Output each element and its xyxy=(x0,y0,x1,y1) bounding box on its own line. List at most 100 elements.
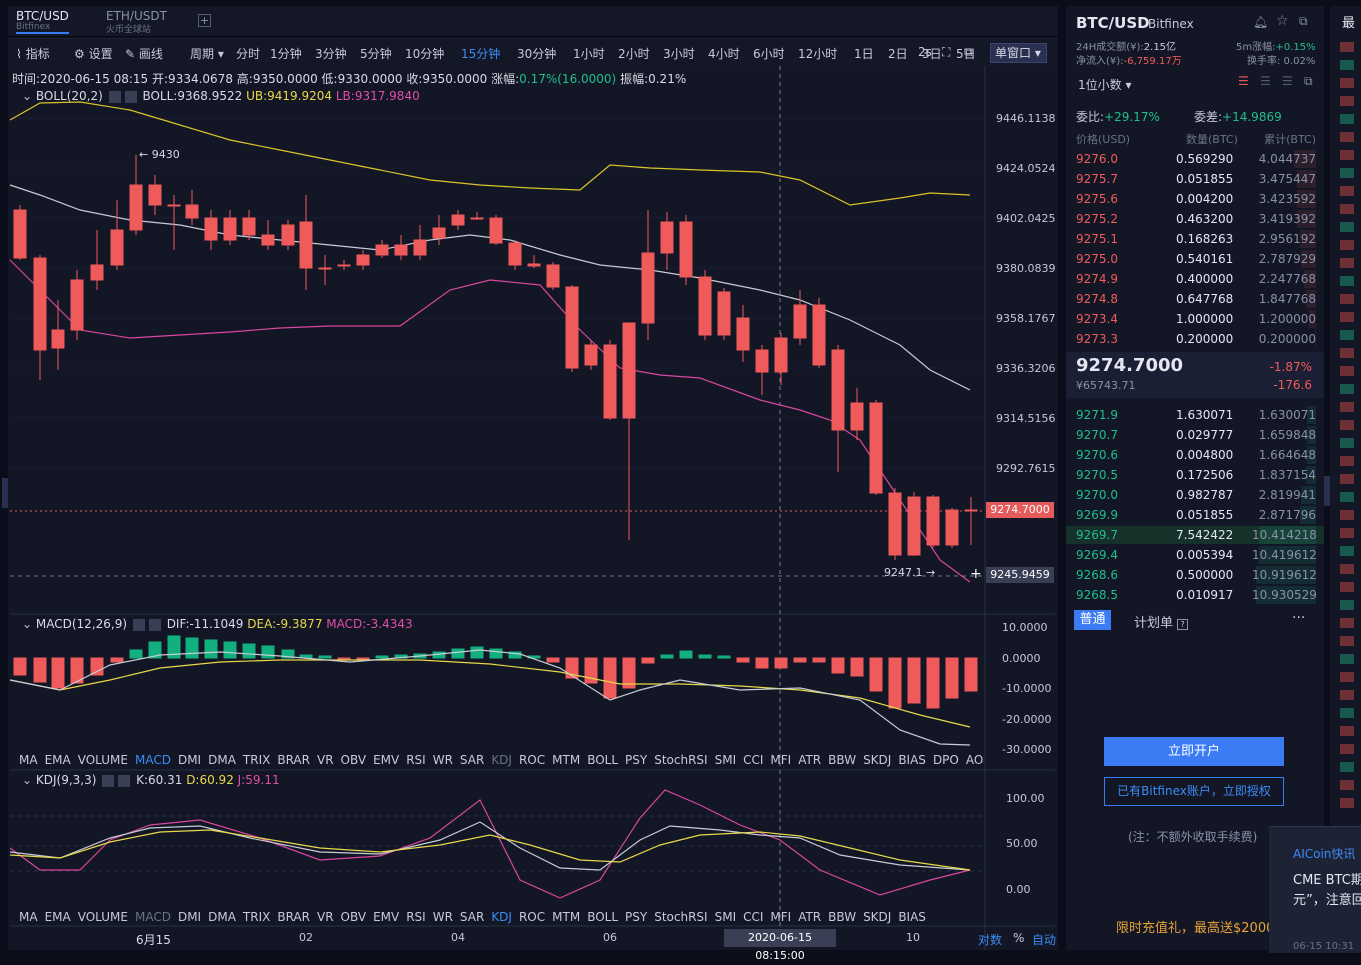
timeframe-12[interactable]: 12小时 xyxy=(798,47,838,61)
timeframe-5[interactable]: 15分钟 xyxy=(461,47,501,61)
auto-scale-toggle[interactable]: 自动 xyxy=(1032,933,1057,947)
indicator-stochrsi[interactable]: StochRSI xyxy=(654,910,708,924)
ask-row[interactable]: 9274.9 0.400000 2.247768 xyxy=(1066,270,1324,288)
indicator-dmi[interactable]: DMI xyxy=(177,910,202,924)
indicator-sar[interactable]: SAR xyxy=(459,910,485,924)
expand-icon[interactable]: ⧉ xyxy=(1304,74,1313,88)
ask-row[interactable]: 9275.6 0.004200 3.423592 xyxy=(1066,190,1324,208)
close-icon[interactable] xyxy=(124,90,137,103)
indicator-trix[interactable]: TRIX xyxy=(242,910,271,924)
indicator-smi[interactable]: SMI xyxy=(714,910,737,924)
ask-row[interactable]: 9273.3 0.200000 0.200000 xyxy=(1066,330,1324,348)
indicator-bias[interactable]: BIAS xyxy=(898,910,926,924)
indicator-emv[interactable]: EMV xyxy=(373,910,400,924)
indicator-kdj[interactable]: KDJ xyxy=(491,753,512,767)
indicator-atr[interactable]: ATR xyxy=(798,753,822,767)
indicator-obv[interactable]: OBV xyxy=(340,753,367,767)
indicator-dpo[interactable]: DPO xyxy=(932,753,959,767)
indicator-bias[interactable]: BIAS xyxy=(898,753,926,767)
close-icon[interactable] xyxy=(148,618,161,631)
collapse-icon[interactable]: ⌄ xyxy=(22,773,33,787)
ask-row[interactable]: 9275.2 0.463200 3.419392 xyxy=(1066,210,1324,228)
right-collapse-handle[interactable] xyxy=(1324,476,1330,506)
help-icon[interactable]: ? xyxy=(1177,619,1189,630)
indicator-button[interactable]: ⌇ 指标 xyxy=(16,45,50,62)
refresh-interval[interactable]: 2s xyxy=(918,45,932,59)
timeframe-0[interactable]: 分时 xyxy=(236,47,261,61)
bid-row[interactable]: 9269.4 0.005394 10.419612 xyxy=(1066,546,1324,564)
view-asks-icon[interactable]: ☰ xyxy=(1282,74,1293,88)
tab-plan-order[interactable]: 计划单 ? xyxy=(1134,612,1189,631)
indicator-macd[interactable]: MACD xyxy=(134,910,171,924)
indicator-volume[interactable]: VOLUME xyxy=(77,910,128,924)
indicator-obv[interactable]: OBV xyxy=(340,910,367,924)
timeframe-10[interactable]: 4小时 xyxy=(708,47,740,61)
indicator-roc[interactable]: ROC xyxy=(518,753,546,767)
indicator-smi[interactable]: SMI xyxy=(714,753,737,767)
timeframe-4[interactable]: 10分钟 xyxy=(405,47,445,61)
chart-panel[interactable] xyxy=(8,66,1058,950)
ask-row[interactable]: 9276.0 0.569290 4.044737 xyxy=(1066,150,1324,168)
indicator-dma[interactable]: DMA xyxy=(208,910,236,924)
indicator-mfi[interactable]: MFI xyxy=(770,753,792,767)
indicator-dmi[interactable]: DMI xyxy=(177,753,202,767)
tab-btc-usd[interactable]: BTC/USD Bitfinex xyxy=(16,9,69,34)
open-account-button[interactable]: 立即开户 xyxy=(1104,737,1284,766)
timeframe-1[interactable]: 1分钟 xyxy=(270,47,302,61)
gear-icon[interactable] xyxy=(102,774,115,787)
timeframe-15[interactable]: 3日 xyxy=(922,47,942,61)
indicator-ema[interactable]: EMA xyxy=(44,753,71,767)
indicator-cci[interactable]: CCI xyxy=(743,753,764,767)
ask-row[interactable]: 9274.8 0.647768 1.847768 xyxy=(1066,290,1324,308)
timeframe-6[interactable]: 30分钟 xyxy=(517,47,557,61)
indicator-boll[interactable]: BOLL xyxy=(587,753,619,767)
timeframe-13[interactable]: 1日 xyxy=(854,47,874,61)
indicator-trix[interactable]: TRIX xyxy=(242,753,271,767)
indicator-wr[interactable]: WR xyxy=(432,753,453,767)
indicator-brar[interactable]: BRAR xyxy=(277,753,310,767)
indicator-ao[interactable]: AO xyxy=(965,753,984,767)
indicator-boll[interactable]: BOLL xyxy=(587,910,619,924)
indicator-mtm[interactable]: MTM xyxy=(552,753,581,767)
indicator-volume[interactable]: VOLUME xyxy=(77,753,128,767)
ask-row[interactable]: 9275.0 0.540161 2.787929 xyxy=(1066,250,1324,268)
bid-row[interactable]: 9271.9 1.630071 1.630071 xyxy=(1066,406,1324,424)
log-scale-toggle[interactable]: 对数 xyxy=(978,933,1003,947)
bid-row[interactable]: 9270.5 0.172506 1.837154 xyxy=(1066,466,1324,484)
promo-link[interactable]: 限时充值礼，最高送$2000 xyxy=(1116,921,1275,936)
close-icon[interactable] xyxy=(118,774,131,787)
authorize-button[interactable]: 已有Bitfinex账户，立即授权 xyxy=(1104,777,1284,806)
bid-row[interactable]: 9268.5 0.010917 10.930529 xyxy=(1066,586,1324,604)
gear-icon[interactable] xyxy=(108,90,121,103)
tab-normal-order[interactable]: 普通 xyxy=(1074,610,1111,630)
ask-row[interactable]: 9275.1 0.168263 2.956192 xyxy=(1066,230,1324,248)
indicator-rsi[interactable]: RSI xyxy=(406,753,426,767)
timeframe-7[interactable]: 1小时 xyxy=(573,47,605,61)
indicator-rsi[interactable]: RSI xyxy=(406,910,426,924)
indicator-skdj[interactable]: SKDJ xyxy=(863,910,892,924)
decimals-dropdown[interactable]: 1位小数 ▾ xyxy=(1078,78,1132,92)
bid-row[interactable]: 9268.6 0.500000 10.919612 xyxy=(1066,566,1324,584)
indicator-wr[interactable]: WR xyxy=(432,910,453,924)
draw-button[interactable]: ✎ 画线 xyxy=(125,45,163,62)
collapse-icon[interactable]: ⌄ xyxy=(22,89,33,103)
timeframe-2[interactable]: 3分钟 xyxy=(315,47,347,61)
indicator-ema[interactable]: EMA xyxy=(44,910,71,924)
timeframe-9[interactable]: 3小时 xyxy=(663,47,695,61)
indicator-sar[interactable]: SAR xyxy=(459,753,485,767)
indicator-bbw[interactable]: BBW xyxy=(828,753,857,767)
star-icon[interactable]: ☆ xyxy=(1276,13,1289,29)
settings-button[interactable]: ⚙ 设置 xyxy=(74,45,113,62)
tab-eth-usdt[interactable]: ETH/USDT 火币全球站 xyxy=(106,9,167,35)
timeframe-16[interactable]: 5日 xyxy=(956,47,976,61)
indicator-vr[interactable]: VR xyxy=(316,753,334,767)
share-icon[interactable]: ⧉ xyxy=(1299,14,1308,28)
percent-scale-toggle[interactable]: % xyxy=(1013,931,1025,945)
timeframe-8[interactable]: 2小时 xyxy=(618,47,650,61)
bell-icon[interactable]: 🔔︎ xyxy=(1253,15,1269,29)
indicator-kdj[interactable]: KDJ xyxy=(491,910,512,924)
ask-row[interactable]: 9275.7 0.051855 3.475447 xyxy=(1066,170,1324,188)
candlestick-chart[interactable] xyxy=(0,0,1060,953)
indicator-ma[interactable]: MA xyxy=(19,753,38,767)
bid-row[interactable]: 9269.7 7.542422 10.414218 xyxy=(1066,526,1324,544)
